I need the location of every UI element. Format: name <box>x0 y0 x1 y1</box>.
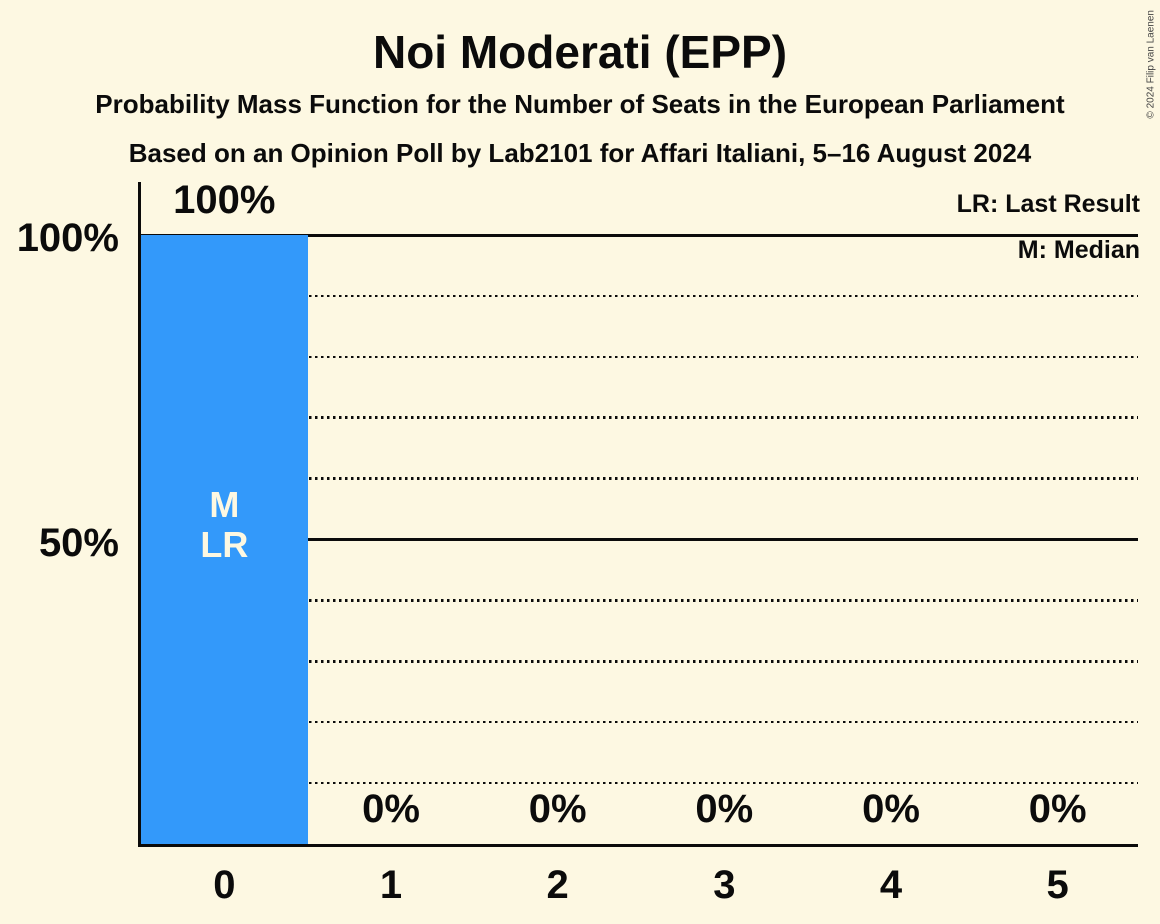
dotted-gridline-10 <box>141 781 1138 785</box>
y-axis-label-50: 50% <box>38 520 119 565</box>
legend-last-result: LR: Last Result <box>956 190 1140 218</box>
annotation-line-lr: LR <box>200 523 249 565</box>
chart-title: Noi Moderati (EPP) <box>372 26 788 78</box>
legend-median: M: Median <box>1017 236 1140 264</box>
chart-subtitle-source: Based on an Opinion Poll by Lab2101 for … <box>128 138 1032 168</box>
dotted-gridline-20 <box>141 720 1138 724</box>
y-axis-label-100: 100% <box>16 216 119 260</box>
dotted-gridline-80 <box>141 355 1138 359</box>
bar-value-label-3: 0% <box>695 787 754 831</box>
x-axis-label-1: 1 <box>379 863 403 907</box>
bar-value-label-0: 100% <box>173 178 276 222</box>
bar-value-label-2: 0% <box>528 787 587 831</box>
legend: LR: Last Result M: Median <box>957 181 1140 273</box>
dotted-gridline-40 <box>141 599 1138 602</box>
dotted-gridline-30 <box>141 660 1138 663</box>
bar-annotation-median-lastresult: M LR <box>141 483 308 565</box>
x-axis-label-2: 2 <box>546 863 569 907</box>
solid-gridline-50 <box>141 538 1138 541</box>
x-axis-label-4: 4 <box>879 863 903 907</box>
bar-value-label-4: 0% <box>862 787 920 831</box>
annotation-line-m: M <box>209 483 240 525</box>
chart-subtitle: Probability Mass Function for the Number… <box>95 89 1065 119</box>
bar-value-label-1: 0% <box>362 787 420 831</box>
x-axis-label-0: 0 <box>213 863 236 907</box>
plot-area: 100% 0 0% 1 0% 2 0% 3 0% 4 0% 5 100% 50% M LR <box>17 178 1138 907</box>
dotted-gridline-90 <box>141 294 1138 298</box>
dotted-gridline-70 <box>141 416 1138 419</box>
bar-seat-0 <box>141 235 308 844</box>
x-axis-label-5: 5 <box>1046 863 1069 907</box>
solid-gridline-100 <box>141 233 1138 237</box>
x-axis-label-3: 3 <box>713 863 736 907</box>
bar-value-label-5: 0% <box>1028 787 1087 831</box>
dotted-gridline-60 <box>141 477 1138 480</box>
